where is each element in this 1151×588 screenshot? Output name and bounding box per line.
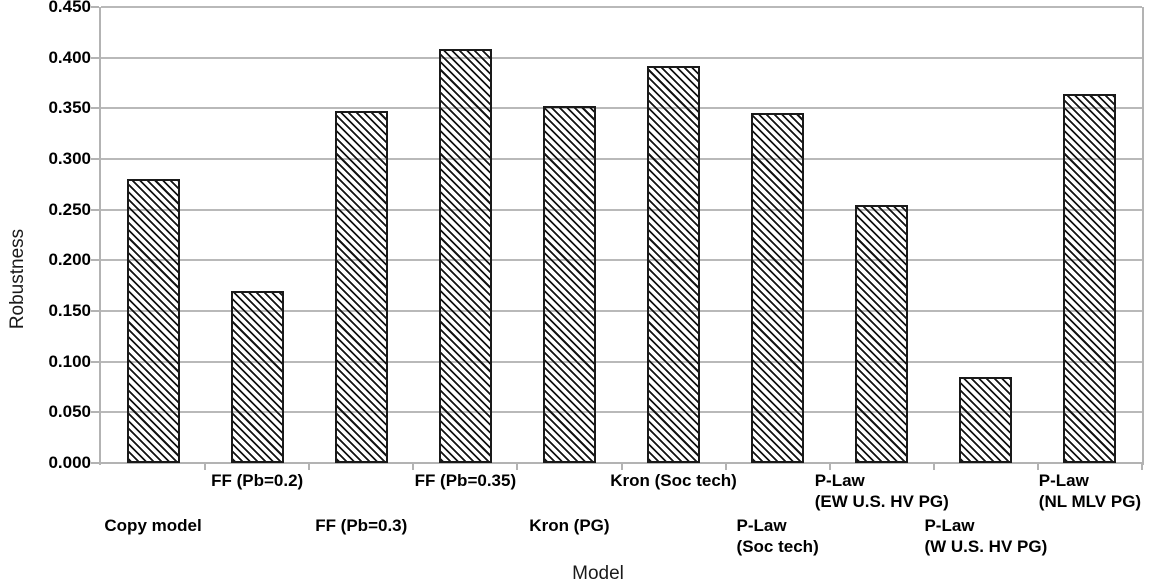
y-axis-tick xyxy=(91,259,99,262)
x-category-label-p-law-ew-u-s-hv-pg: P-Law (EW U.S. HV PG) xyxy=(814,471,949,511)
y-tick-label-0-100: 0.100 xyxy=(48,351,91,371)
gridline xyxy=(101,259,1142,262)
x-category-label-ff-pb-0-2: FF (Pb=0.2) xyxy=(211,471,304,490)
y-axis-line xyxy=(99,7,101,465)
bar-p-law-soc-tech xyxy=(751,113,805,463)
x-axis-line xyxy=(101,462,1142,464)
x-category-label-p-law-w-u-s-hv-pg: P-Law (W U.S. HV PG) xyxy=(924,516,1048,556)
y-tick-label-0-300: 0.300 xyxy=(48,149,91,168)
y-tick-label-0-000: 0.000 xyxy=(48,453,91,472)
bar-p-law-w-u-s-hv-pg xyxy=(959,376,1013,463)
y-axis-tick xyxy=(91,107,99,110)
x-axis-tick xyxy=(620,464,623,470)
gridline xyxy=(101,411,1142,414)
x-category-label-copy-model: Copy model xyxy=(104,516,202,535)
y-axis-tick xyxy=(91,158,99,160)
gridline xyxy=(101,158,1142,160)
y-tick-label-0-050: 0.050 xyxy=(48,402,91,422)
gridline xyxy=(101,56,1142,59)
bar-p-law-ew-u-s-hv-pg xyxy=(855,204,909,463)
gridline xyxy=(101,208,1142,211)
x-axis-tick xyxy=(204,464,207,470)
y-axis-tick xyxy=(91,462,99,464)
x-axis-title: Model xyxy=(572,563,624,584)
x-axis-tick xyxy=(516,464,519,470)
y-tick-label-0-250: 0.250 xyxy=(48,199,91,219)
y-tick-label-0-350: 0.350 xyxy=(48,98,91,118)
y-tick-label-0-400: 0.400 xyxy=(48,47,91,67)
y-axis-tick xyxy=(91,310,99,312)
x-category-label-kron-pg: Kron (PG) xyxy=(529,516,610,535)
y-axis-title: Robustness xyxy=(7,228,28,330)
bar-copy-model xyxy=(126,179,180,463)
x-axis-tick xyxy=(1141,464,1143,470)
bar-ff-pb-0-2 xyxy=(230,290,284,463)
x-axis-tick xyxy=(724,464,727,470)
bar-ff-pb-0-35 xyxy=(438,48,492,463)
gridline xyxy=(101,360,1142,363)
x-axis-tick xyxy=(412,464,415,470)
y-axis-tick xyxy=(91,411,99,414)
x-category-label-ff-pb-0-35: FF (Pb=0.35) xyxy=(414,471,517,490)
x-category-label-ff-pb-0-3: FF (Pb=0.3) xyxy=(315,516,408,535)
x-axis-tick xyxy=(932,464,935,470)
y-axis-tick xyxy=(91,56,99,59)
y-tick-label-0-150: 0.150 xyxy=(48,301,91,320)
x-category-label-p-law-nl-mlv-pg: P-Law (NL MLV PG) xyxy=(1038,471,1142,511)
y-tick-label-0-200: 0.200 xyxy=(48,250,91,270)
y-tick-label-0-450: 0.450 xyxy=(48,0,91,16)
bar-ff-pb-0-3 xyxy=(334,111,388,463)
y-axis-tick xyxy=(91,6,99,8)
gridline xyxy=(101,107,1142,110)
y-axis-tick xyxy=(91,360,99,363)
y-axis-tick xyxy=(91,208,99,211)
bar-p-law-nl-mlv-pg xyxy=(1063,94,1117,463)
x-axis-tick xyxy=(828,464,831,470)
plot-right-border xyxy=(1142,7,1144,465)
gridline xyxy=(101,6,1142,8)
x-axis-tick xyxy=(308,464,311,470)
x-category-label-p-law-soc-tech: P-Law (Soc tech) xyxy=(736,516,819,556)
bar-kron-pg xyxy=(542,106,596,463)
gridline xyxy=(101,310,1142,312)
x-category-label-kron-soc-tech: Kron (Soc tech) xyxy=(610,471,737,490)
bar-kron-soc-tech xyxy=(647,65,701,463)
x-axis-tick xyxy=(1036,464,1039,470)
